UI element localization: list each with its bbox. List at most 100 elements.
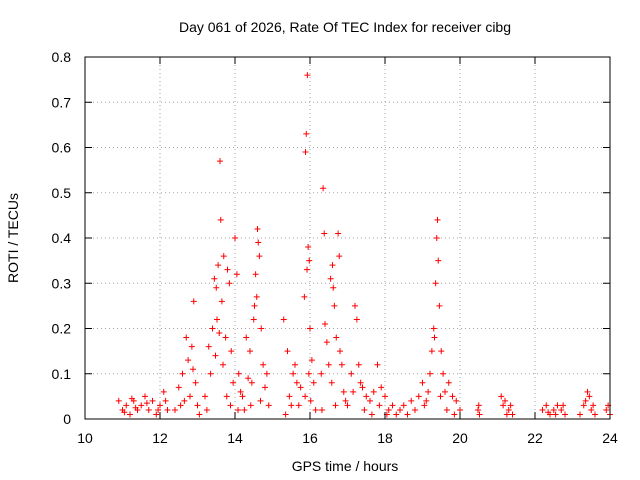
- data-point: [292, 361, 298, 368]
- data-point: [142, 393, 148, 400]
- data-point: [430, 325, 437, 332]
- data-point: [433, 235, 440, 241]
- data-point: [215, 262, 222, 269]
- data-point: [301, 293, 308, 300]
- data-point: [227, 402, 234, 409]
- data-point: [265, 402, 272, 409]
- x-tick-labels: 10 12 14 16 18 20 22 24: [77, 430, 618, 446]
- data-point: [588, 406, 595, 413]
- data-point: [284, 348, 291, 355]
- data-point: [361, 406, 368, 413]
- data-point: [505, 406, 512, 413]
- data-point: [436, 302, 443, 309]
- data-point: [307, 325, 313, 332]
- data-point: [336, 253, 343, 260]
- data-point: [545, 409, 552, 416]
- data-point: [437, 393, 444, 400]
- data-point: [577, 411, 583, 418]
- data-point: [550, 406, 557, 413]
- data-point: [451, 411, 458, 418]
- data-point: [175, 384, 182, 391]
- data-point: [297, 384, 304, 391]
- data-point: [307, 397, 314, 404]
- data-point: [552, 411, 559, 418]
- data-point: [212, 352, 219, 359]
- data-point: [562, 411, 568, 418]
- data-point: [138, 402, 145, 409]
- data-point: [288, 402, 295, 409]
- data-point: [453, 397, 460, 404]
- data-point: [509, 411, 516, 418]
- data-point: [335, 230, 342, 237]
- data-point: [132, 404, 139, 411]
- data-point: [322, 320, 328, 327]
- axis-ticks: [84, 56, 611, 420]
- data-point: [304, 72, 311, 79]
- data-point: [507, 402, 514, 409]
- data-point: [251, 302, 258, 309]
- data-point: [428, 348, 435, 355]
- data-point: [435, 257, 442, 264]
- data-point: [248, 379, 255, 386]
- data-point: [440, 370, 447, 377]
- data-point: [232, 235, 238, 241]
- data-point: [580, 402, 587, 409]
- x-axis-label: GPS time / hours: [292, 458, 399, 474]
- data-point: [438, 348, 445, 355]
- data-point: [233, 271, 240, 278]
- data-point: [252, 271, 259, 278]
- data-point: [218, 298, 225, 305]
- data-point: [382, 393, 388, 400]
- data-point: [539, 406, 546, 413]
- data-point: [250, 316, 257, 323]
- data-point: [253, 293, 260, 300]
- data-point: [256, 253, 263, 260]
- data-point: [295, 402, 302, 409]
- x-tick-label: 14: [227, 430, 243, 446]
- data-point: [263, 370, 270, 377]
- data-point: [319, 406, 325, 413]
- data-point: [254, 225, 261, 232]
- data-point: [404, 411, 411, 418]
- data-point: [196, 411, 203, 418]
- data-point: [164, 406, 171, 413]
- data-point: [330, 284, 337, 291]
- data-point: [245, 375, 252, 382]
- data-point: [209, 325, 216, 332]
- data-point: [312, 406, 319, 413]
- data-point: [332, 402, 339, 409]
- data-point: [320, 185, 327, 192]
- data-point: [237, 388, 244, 395]
- data-point: [425, 388, 432, 395]
- data-point: [498, 393, 505, 400]
- data-point: [203, 406, 210, 413]
- data-point: [260, 361, 267, 368]
- data-point: [359, 384, 366, 391]
- data-point: [344, 402, 351, 409]
- data-point: [153, 411, 160, 418]
- data-point: [434, 216, 441, 223]
- data-point: [192, 379, 199, 386]
- data-point: [397, 406, 403, 413]
- x-tick-label: 16: [302, 430, 318, 446]
- data-point: [328, 379, 335, 386]
- data-point: [282, 411, 289, 418]
- data-point: [554, 402, 561, 409]
- data-point: [432, 280, 439, 287]
- data-point: [310, 379, 317, 386]
- data-point: [188, 343, 195, 350]
- data-point: [503, 411, 510, 418]
- y-tick-label: 0.4: [52, 230, 72, 246]
- data-point: [247, 402, 254, 409]
- data-point: [308, 357, 315, 364]
- data-point: [217, 216, 224, 223]
- data-point: [190, 298, 197, 305]
- data-point: [258, 325, 265, 332]
- data-point: [247, 348, 253, 355]
- data-point: [400, 402, 407, 409]
- data-point: [187, 393, 193, 400]
- data-point: [181, 397, 188, 404]
- data-point: [592, 411, 598, 418]
- data-point: [370, 388, 377, 395]
- data-point: [217, 158, 223, 165]
